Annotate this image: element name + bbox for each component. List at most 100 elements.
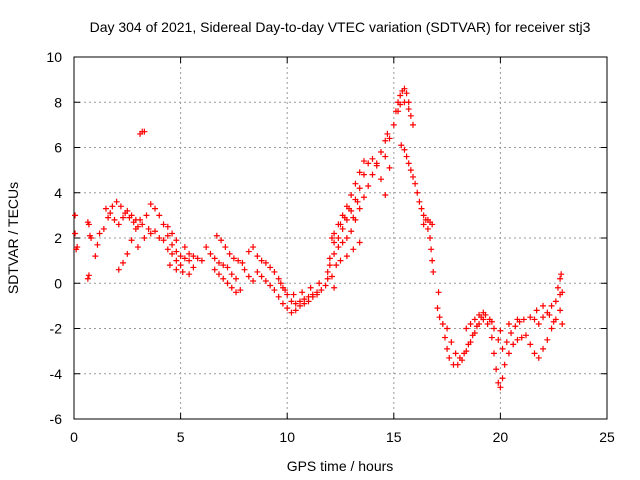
data-point (160, 237, 167, 244)
data-point (418, 205, 425, 212)
x-tick-label: 20 (493, 429, 509, 445)
data-point (124, 207, 131, 214)
data-point (352, 180, 359, 187)
x-tick-label: 5 (177, 429, 185, 445)
data-point (218, 237, 225, 244)
data-point (382, 137, 389, 144)
data-point (292, 300, 299, 307)
data-point (120, 214, 127, 221)
data-point (215, 259, 222, 266)
data-point (337, 221, 344, 228)
data-point (245, 273, 252, 280)
data-point (557, 275, 564, 282)
y-tick-label: -4 (50, 366, 63, 382)
data-point (147, 201, 154, 208)
data-point (531, 316, 538, 323)
data-point (288, 309, 295, 316)
data-point (491, 325, 498, 332)
data-point (548, 325, 555, 332)
data-point (156, 212, 163, 219)
data-point (258, 273, 265, 280)
data-point (429, 257, 436, 264)
data-point (510, 341, 517, 348)
data-point (74, 244, 81, 251)
data-point (235, 257, 242, 264)
data-point (386, 135, 393, 142)
data-point (254, 253, 261, 260)
data-point (354, 198, 361, 205)
data-point (267, 264, 274, 271)
data-point (241, 266, 248, 273)
data-point (132, 225, 139, 232)
data-point (473, 323, 480, 330)
data-point (314, 291, 321, 298)
y-axis: -6 -4 -2 0 2 4 6 8 10 (46, 49, 607, 427)
data-point (514, 316, 521, 323)
data-point (491, 350, 498, 357)
x-tick-label: 25 (599, 429, 615, 445)
data-point (228, 284, 235, 291)
data-point (488, 334, 495, 341)
data-point (493, 366, 500, 373)
data-point (277, 280, 284, 287)
data-point (540, 302, 547, 309)
data-point (335, 235, 342, 241)
y-tick-label: 6 (54, 140, 62, 156)
data-point (441, 334, 448, 341)
data-point (137, 216, 144, 223)
data-point (403, 90, 410, 97)
data-point (96, 230, 103, 237)
data-point (548, 302, 555, 309)
data-point (436, 314, 443, 321)
data-point (84, 275, 91, 282)
data-point (105, 214, 112, 221)
data-point (495, 379, 502, 386)
data-point (514, 336, 521, 343)
data-point (444, 325, 451, 332)
data-point (356, 169, 363, 176)
data-point (169, 241, 176, 248)
data-point (179, 268, 186, 275)
data-point (469, 332, 476, 339)
data-point (369, 171, 376, 178)
data-point (435, 289, 442, 296)
data-point (169, 230, 176, 237)
data-point (495, 336, 502, 343)
data-point (499, 345, 506, 352)
data-point (177, 253, 184, 260)
data-point (518, 334, 525, 341)
data-point (386, 164, 393, 171)
data-point (124, 250, 131, 257)
data-point (395, 108, 402, 115)
data-point (275, 275, 282, 282)
data-point (398, 142, 405, 149)
data-point (420, 212, 427, 219)
data-point (540, 345, 547, 352)
data-point (275, 293, 282, 300)
data-point (409, 173, 416, 180)
data-point (186, 250, 193, 257)
data-point (156, 235, 163, 241)
data-point (424, 225, 431, 232)
data-point (109, 203, 116, 210)
data-point (326, 255, 333, 262)
data-point (512, 323, 519, 330)
data-point (348, 228, 355, 235)
data-point (166, 262, 173, 269)
data-point (405, 106, 412, 113)
data-point (173, 257, 180, 264)
data-point (544, 336, 551, 343)
data-point (128, 237, 135, 244)
data-point (194, 255, 201, 262)
data-point (384, 130, 391, 137)
y-axis-label: SDTVAR / TECUs (5, 182, 21, 294)
data-point (207, 250, 214, 257)
data-point (254, 268, 261, 275)
data-point (333, 262, 340, 269)
data-point (239, 259, 246, 266)
data-point (407, 167, 414, 174)
data-point (143, 212, 150, 219)
y-tick-label: 10 (46, 49, 62, 65)
data-point (292, 307, 299, 314)
data-point (427, 235, 434, 241)
